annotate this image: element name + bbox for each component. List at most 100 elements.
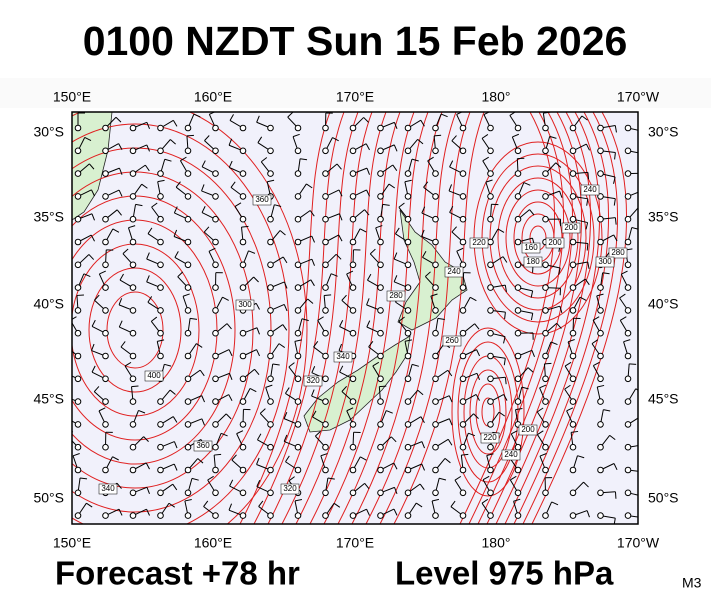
barb-flag — [587, 172, 590, 180]
lon-label: 180° — [482, 535, 511, 551]
barb-flag — [330, 273, 338, 277]
lat-label: 35°S — [33, 209, 64, 225]
barb-station — [597, 124, 604, 132]
barb-flag — [475, 394, 480, 401]
barb-flag — [527, 367, 534, 373]
barb-flag — [346, 407, 354, 412]
barb-station — [74, 398, 82, 405]
barb-flag — [112, 228, 120, 233]
barb-station — [404, 215, 412, 223]
barb-flag — [393, 462, 398, 470]
barb-flag — [225, 413, 232, 420]
contour-label: 240 — [447, 267, 461, 276]
barb-flag — [614, 125, 617, 133]
barb-station — [569, 466, 577, 474]
barb-flag — [172, 120, 178, 127]
barb-station — [212, 307, 219, 314]
barb-station — [569, 238, 577, 246]
barb-station — [404, 284, 412, 291]
contour-label: 240 — [583, 185, 597, 194]
barb-station — [624, 307, 632, 314]
barb-station — [74, 238, 82, 246]
barb-station — [157, 489, 164, 497]
barb-flag — [272, 363, 280, 366]
barb-flag — [309, 210, 315, 217]
barb-station — [294, 466, 302, 474]
contour-label-box — [98, 483, 118, 495]
barb-flag — [450, 500, 456, 507]
barb-flag — [173, 206, 178, 214]
contour-label-box — [303, 375, 323, 387]
barb-flag — [485, 179, 493, 183]
barb-station — [74, 215, 82, 223]
barb-station — [322, 170, 329, 177]
barb-station — [487, 147, 494, 155]
barb-flag — [283, 304, 288, 312]
barb-flag — [425, 271, 431, 277]
barb-station — [239, 215, 247, 223]
contour — [497, 177, 579, 299]
lon-label: 170°W — [617, 89, 660, 105]
barb-flag — [228, 503, 233, 511]
barb-flag — [372, 361, 380, 367]
barb-station — [294, 512, 302, 519]
barb-station — [239, 512, 247, 519]
barb-flag — [613, 234, 618, 242]
barb-station — [487, 124, 494, 132]
barb-flag — [144, 164, 150, 172]
barb-station — [624, 170, 632, 177]
barb-flag — [118, 167, 123, 175]
barb-flag — [621, 270, 628, 275]
barb-flag — [448, 418, 453, 426]
barb-station — [129, 261, 137, 269]
barb-flag — [421, 206, 426, 214]
barb-station — [294, 443, 302, 451]
barb-flag — [312, 410, 317, 418]
barb-flag — [197, 458, 204, 464]
barb-station — [514, 489, 522, 497]
barb-flag — [641, 131, 643, 138]
barb-station — [322, 193, 329, 200]
barb-flag — [285, 455, 290, 463]
barb-flag — [128, 225, 136, 229]
barb-station — [487, 238, 494, 246]
barb-flag — [287, 112, 294, 118]
barb-flag — [190, 317, 198, 320]
barb-station — [102, 512, 109, 519]
barb-flag — [332, 137, 339, 142]
contour — [459, 112, 556, 524]
barb-station — [74, 193, 82, 200]
barb-station — [542, 170, 549, 177]
barb-station — [432, 443, 439, 451]
contour-label: 340 — [336, 352, 350, 361]
lon-label: 170°W — [617, 535, 660, 551]
barb-station — [404, 170, 412, 177]
lon-label: 170°E — [336, 89, 374, 105]
barb-flag — [146, 487, 150, 495]
contour-label: 320 — [306, 376, 320, 385]
barb-station — [597, 215, 604, 223]
barb-station — [597, 352, 604, 360]
contour-label: 260 — [445, 336, 459, 345]
barb-flag — [339, 365, 344, 373]
barb-flag — [311, 258, 315, 266]
contour — [72, 123, 290, 524]
barb-flag — [94, 294, 100, 301]
contour-label-box — [480, 432, 500, 444]
barb-flag — [228, 349, 233, 357]
barb-flag — [338, 189, 343, 197]
barb-station — [184, 421, 192, 428]
contour-label: 300 — [238, 300, 252, 309]
barb-flag — [285, 387, 290, 394]
barb-station — [129, 215, 137, 223]
barb-station — [624, 147, 632, 155]
barb-flag — [229, 114, 234, 121]
barb-station — [597, 489, 604, 497]
barb-flag — [201, 160, 206, 168]
contour — [505, 189, 571, 287]
barb-station — [432, 512, 439, 519]
barb-station — [514, 352, 522, 360]
contour-label: 320 — [283, 484, 297, 493]
barb-station — [102, 170, 109, 177]
